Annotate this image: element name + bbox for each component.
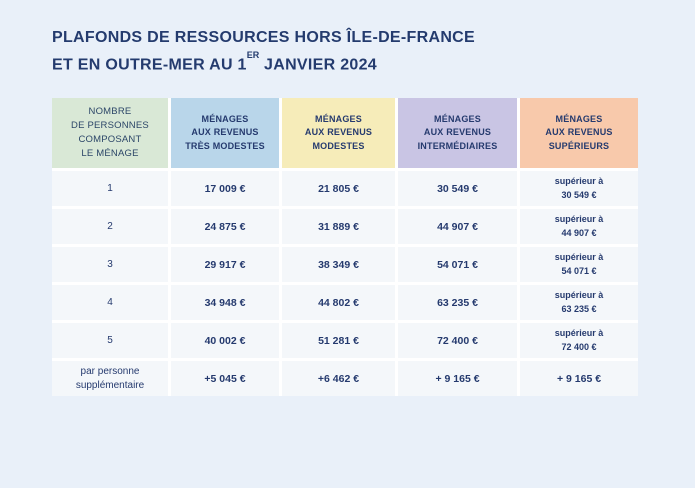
- title-line-1: PLAFONDS DE RESSOURCES HORS ÎLE-DE-FRANC…: [52, 29, 475, 46]
- value-intermediaires: + 9 165 €: [398, 361, 517, 396]
- value-modestes: 21 805 €: [282, 171, 395, 206]
- row-label: 2: [52, 209, 168, 244]
- header-household: NOMBRE DE PERSONNES COMPOSANT LE MÉNAGE: [52, 98, 168, 168]
- title-line-2: ET EN OUTRE-MER AU 1ER JANVIER 2024: [52, 49, 475, 76]
- value-intermediaires: 72 400 €: [398, 323, 517, 358]
- value-modestes: 51 281 €: [282, 323, 395, 358]
- value-tres-modestes: +5 045 €: [171, 361, 279, 396]
- resource-ceilings-table: NOMBRE DE PERSONNES COMPOSANT LE MÉNAGE …: [52, 98, 638, 396]
- value-superieurs: supérieur à 44 907 €: [520, 209, 638, 244]
- header-tres-modestes: MÉNAGES AUX REVENUS TRÈS MODESTES: [171, 98, 279, 168]
- value-intermediaires: 30 549 €: [398, 171, 517, 206]
- value-modestes: 44 802 €: [282, 285, 395, 320]
- value-intermediaires: 63 235 €: [398, 285, 517, 320]
- value-tres-modestes: 34 948 €: [171, 285, 279, 320]
- value-superieurs: supérieur à 54 071 €: [520, 247, 638, 282]
- title-line-2-prefix: ET EN OUTRE-MER AU 1: [52, 56, 247, 74]
- value-intermediaires: 54 071 €: [398, 247, 517, 282]
- title-line-2-suffix: JANVIER 2024: [259, 56, 378, 74]
- value-tres-modestes: 40 002 €: [171, 323, 279, 358]
- row-label-extra-person: par personne supplémentaire: [52, 361, 168, 396]
- header-superieurs: MÉNAGES AUX REVENUS SUPÉRIEURS: [520, 98, 638, 168]
- value-superieurs: + 9 165 €: [520, 361, 638, 396]
- header-modestes: MÉNAGES AUX REVENUS MODESTES: [282, 98, 395, 168]
- page-title: PLAFONDS DE RESSOURCES HORS ÎLE-DE-FRANC…: [52, 27, 475, 76]
- row-label: 4: [52, 285, 168, 320]
- row-label: 1: [52, 171, 168, 206]
- value-superieurs: supérieur à 30 549 €: [520, 171, 638, 206]
- header-intermediaires: MÉNAGES AUX REVENUS INTERMÉDIAIRES: [398, 98, 517, 168]
- value-intermediaires: 44 907 €: [398, 209, 517, 244]
- value-modestes: 31 889 €: [282, 209, 395, 244]
- row-label: 3: [52, 247, 168, 282]
- value-tres-modestes: 24 875 €: [171, 209, 279, 244]
- value-tres-modestes: 17 009 €: [171, 171, 279, 206]
- value-modestes: 38 349 €: [282, 247, 395, 282]
- row-label: 5: [52, 323, 168, 358]
- value-tres-modestes: 29 917 €: [171, 247, 279, 282]
- value-modestes: +6 462 €: [282, 361, 395, 396]
- value-superieurs: supérieur à 63 235 €: [520, 285, 638, 320]
- value-superieurs: supérieur à 72 400 €: [520, 323, 638, 358]
- title-ordinal-superscript: ER: [246, 50, 260, 60]
